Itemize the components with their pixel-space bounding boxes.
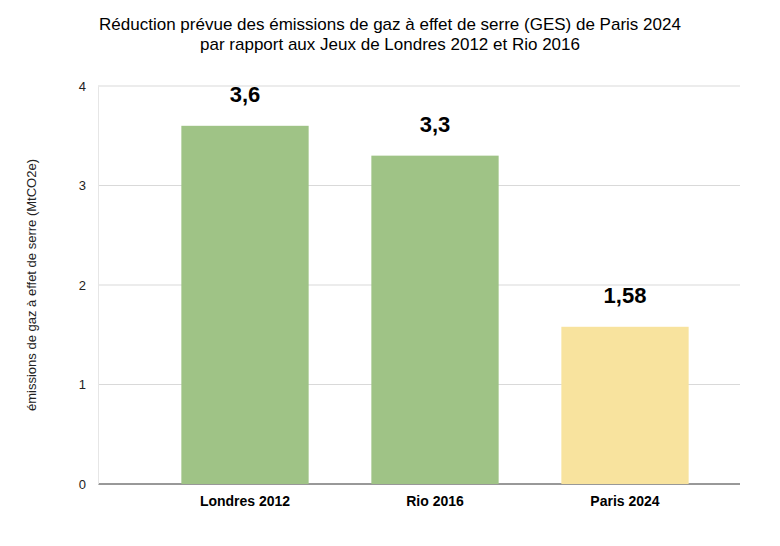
x-tick-label: Rio 2016 [406, 493, 464, 509]
x-tick-label: Londres 2012 [200, 493, 290, 509]
y-tick-label: 0 [79, 477, 86, 492]
data-label: 3,3 [420, 112, 451, 137]
title-line: par rapport aux Jeux de Londres 2012 et … [200, 35, 580, 54]
y-tick-label: 3 [79, 178, 86, 193]
y-axis-line [98, 87, 99, 485]
data-label: 3,6 [230, 82, 261, 107]
data-labels: 3,6 3,3 1,58 [230, 82, 647, 308]
y-tick: 4 [79, 79, 98, 94]
y-tick: 2 [79, 278, 98, 293]
y-tick-label: 4 [79, 79, 86, 94]
bar [181, 126, 308, 484]
grid-line [98, 86, 740, 87]
title: Réduction prévue des émissions de gaz à … [99, 15, 681, 54]
x-axis: Londres 2012 Rio 2016 Paris 2024 [200, 484, 660, 509]
chart: Réduction prévue des émissions de gaz à … [0, 0, 780, 546]
y-tick: 0 [79, 477, 98, 492]
x-tick: Rio 2016 [406, 484, 464, 509]
y-tick-label: 2 [79, 278, 86, 293]
bars [181, 126, 688, 484]
bar [561, 327, 688, 484]
title-line: Réduction prévue des émissions de gaz à … [99, 15, 681, 34]
y-axis-title: émissions de gaz à effet de serre (MtCO2… [24, 159, 39, 411]
y-axis: 0 1 2 3 4 [79, 79, 99, 492]
x-tick: Londres 2012 [200, 484, 290, 509]
x-tick-label: Paris 2024 [590, 493, 659, 509]
y-tick: 1 [79, 377, 98, 392]
data-label: 1,58 [604, 283, 647, 308]
grid [98, 86, 740, 484]
x-tick: Paris 2024 [590, 484, 659, 509]
y-tick: 3 [79, 178, 98, 193]
bar [371, 156, 498, 484]
y-tick-label: 1 [79, 377, 86, 392]
